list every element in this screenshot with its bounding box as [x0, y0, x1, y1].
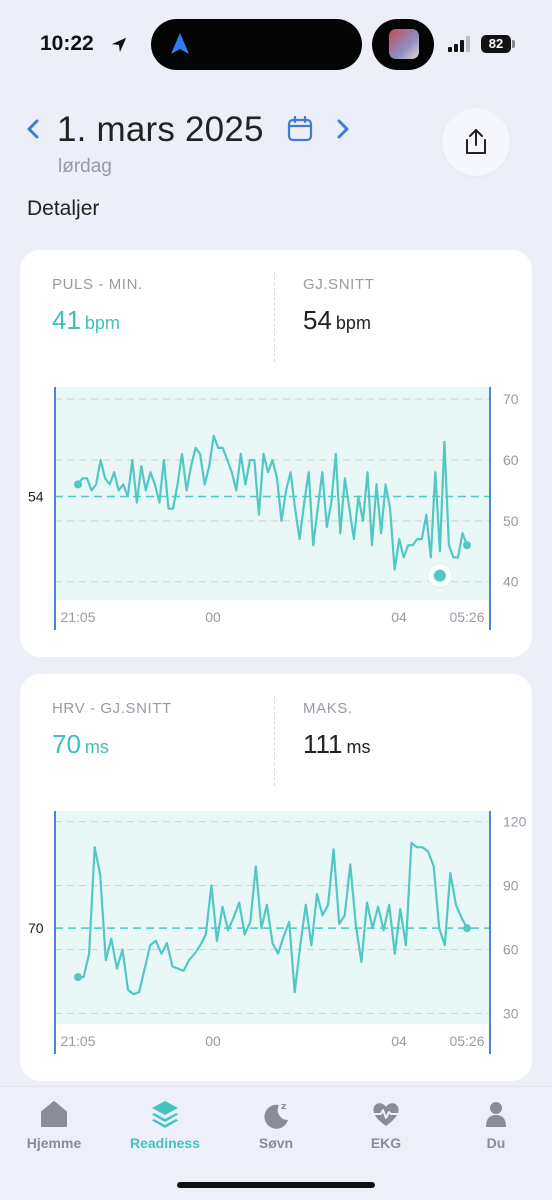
x-tick-label: 04 — [391, 609, 407, 625]
share-icon — [466, 129, 486, 154]
stat-number: 70 — [52, 729, 81, 759]
end-point — [463, 541, 471, 550]
date-title[interactable]: 1. mars 2025 — [57, 110, 264, 149]
stat-number: 111 — [303, 729, 343, 759]
stat-label: HRV - GJ.SNITT — [52, 700, 172, 717]
tab-label: Du — [486, 1135, 506, 1151]
tab-label: Readiness — [129, 1135, 201, 1151]
date-header: 1. mars 2025 lørdag Detaljer — [0, 100, 552, 240]
person-icon — [486, 1102, 506, 1127]
home-icon — [41, 1101, 67, 1127]
battery-tip — [512, 40, 515, 48]
stat-value: 41 bpm — [52, 305, 143, 336]
min-marker — [433, 569, 446, 582]
tab-sovn[interactable]: z Søvn — [226, 1099, 326, 1169]
stat-value: 70 ms — [52, 729, 172, 760]
chart-background — [55, 387, 490, 600]
x-tick-label: 21:05 — [60, 1033, 95, 1049]
navigation-arrow-icon — [171, 33, 189, 54]
series-line — [77, 434, 469, 571]
calendar-icon[interactable] — [287, 116, 313, 142]
location-arrow-icon — [111, 37, 127, 53]
chart-background — [55, 811, 490, 1024]
stat-label: GJ.SNITT — [303, 276, 375, 293]
series-line — [78, 841, 468, 996]
average-label: 70 — [28, 920, 44, 936]
x-tick-label: 00 — [205, 609, 221, 625]
x-tick-label: 00 — [205, 1033, 221, 1049]
battery-icon: 82 — [481, 35, 511, 53]
tab-du[interactable]: Du — [446, 1099, 546, 1169]
stat-divider — [274, 696, 275, 786]
tab-readiness[interactable]: Readiness — [115, 1099, 215, 1169]
chevron-left-icon[interactable] — [24, 118, 44, 140]
tab-label: EKG — [370, 1135, 402, 1151]
stat-unit: bpm — [335, 313, 371, 333]
stat-unit: ms — [84, 737, 109, 757]
x-tick-label: 05:26 — [449, 1033, 484, 1049]
y-tick-label: 50 — [503, 513, 519, 529]
stat-value: 111 ms — [303, 729, 371, 760]
stat-label: PULS - MIN. — [52, 276, 143, 293]
weekday-label: lørdag — [58, 156, 112, 177]
tab-label: Søvn — [258, 1135, 294, 1151]
hrv-chart[interactable]: 120 90 60 30 70 21:05 00 04 05:26 — [20, 674, 532, 1081]
status-bar: 10:22 82 — [0, 0, 552, 90]
tab-hjemme[interactable]: Hjemme — [4, 1099, 104, 1169]
live-activity-thumbnail — [372, 19, 434, 70]
y-tick-label: 120 — [503, 814, 527, 830]
home-indicator — [177, 1182, 375, 1188]
y-tick-label: 90 — [503, 878, 519, 894]
end-point — [463, 924, 471, 933]
y-tick-label: 60 — [503, 452, 519, 468]
stat-number: 41 — [52, 305, 81, 335]
heart-rate-card: PULS - MIN. 41 bpm GJ.SNITT 54 bpm 70 60 50 4… — [20, 250, 532, 657]
stat-unit: bpm — [84, 313, 120, 333]
x-tick-label: 05:26 — [449, 609, 484, 625]
start-point — [74, 973, 82, 982]
app-artwork-icon — [389, 29, 419, 59]
x-tick-label: 04 — [391, 1033, 407, 1049]
tab-label: Hjemme — [26, 1135, 82, 1151]
x-tick-label: 21:05 — [60, 609, 95, 625]
avg-hrv-stat: HRV - GJ.SNITT 70 ms — [52, 700, 172, 760]
y-tick-label: 70 — [503, 391, 519, 407]
y-tick-label: 30 — [503, 1005, 519, 1021]
heart-rate-chart[interactable]: 70 60 50 40 54 21:05 00 04 05:26 — [20, 250, 532, 657]
stat-unit: ms — [346, 737, 371, 757]
avg-heart-rate-stat: GJ.SNITT 54 bpm — [303, 276, 374, 336]
chevron-right-icon[interactable] — [332, 118, 352, 140]
stat-divider — [274, 272, 275, 362]
status-time: 10:22 — [40, 32, 94, 55]
start-point — [74, 480, 82, 489]
max-hrv-stat: MAKS. 111 ms — [303, 700, 371, 760]
layers-icon — [152, 1101, 178, 1128]
tab-bar: Hjemme Readiness z Søvn EKG Du — [0, 1086, 552, 1200]
heart-pulse-icon — [373, 1103, 399, 1126]
y-tick-label: 60 — [503, 941, 519, 957]
signal-icon — [448, 36, 470, 52]
stat-value: 54 bpm — [303, 305, 374, 336]
dynamic-island — [151, 19, 362, 70]
stat-number: 54 — [303, 305, 332, 335]
moon-icon: z — [264, 1102, 288, 1129]
min-heart-rate-stat: PULS - MIN. 41 bpm — [52, 276, 143, 336]
hrv-card: HRV - GJ.SNITT 70 ms MAKS. 111 ms 120 90 60 3… — [20, 674, 532, 1081]
y-tick-label: 40 — [503, 574, 519, 590]
tab-ekg[interactable]: EKG — [336, 1099, 436, 1169]
svg-text:z: z — [281, 1102, 286, 1112]
stat-label: MAKS. — [303, 700, 353, 717]
section-title: Detaljer — [27, 197, 100, 220]
share-button[interactable] — [442, 108, 510, 176]
average-label: 54 — [28, 489, 44, 505]
